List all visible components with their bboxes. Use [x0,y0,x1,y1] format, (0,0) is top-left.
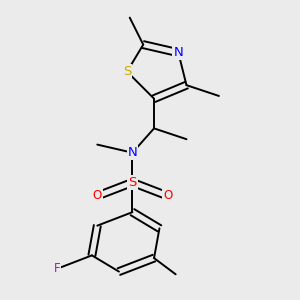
Text: S: S [123,65,131,78]
Text: O: O [93,189,102,203]
Text: N: N [173,46,183,59]
Text: N: N [128,146,137,159]
Text: O: O [163,189,172,203]
Text: S: S [128,176,136,189]
Text: F: F [53,262,60,275]
